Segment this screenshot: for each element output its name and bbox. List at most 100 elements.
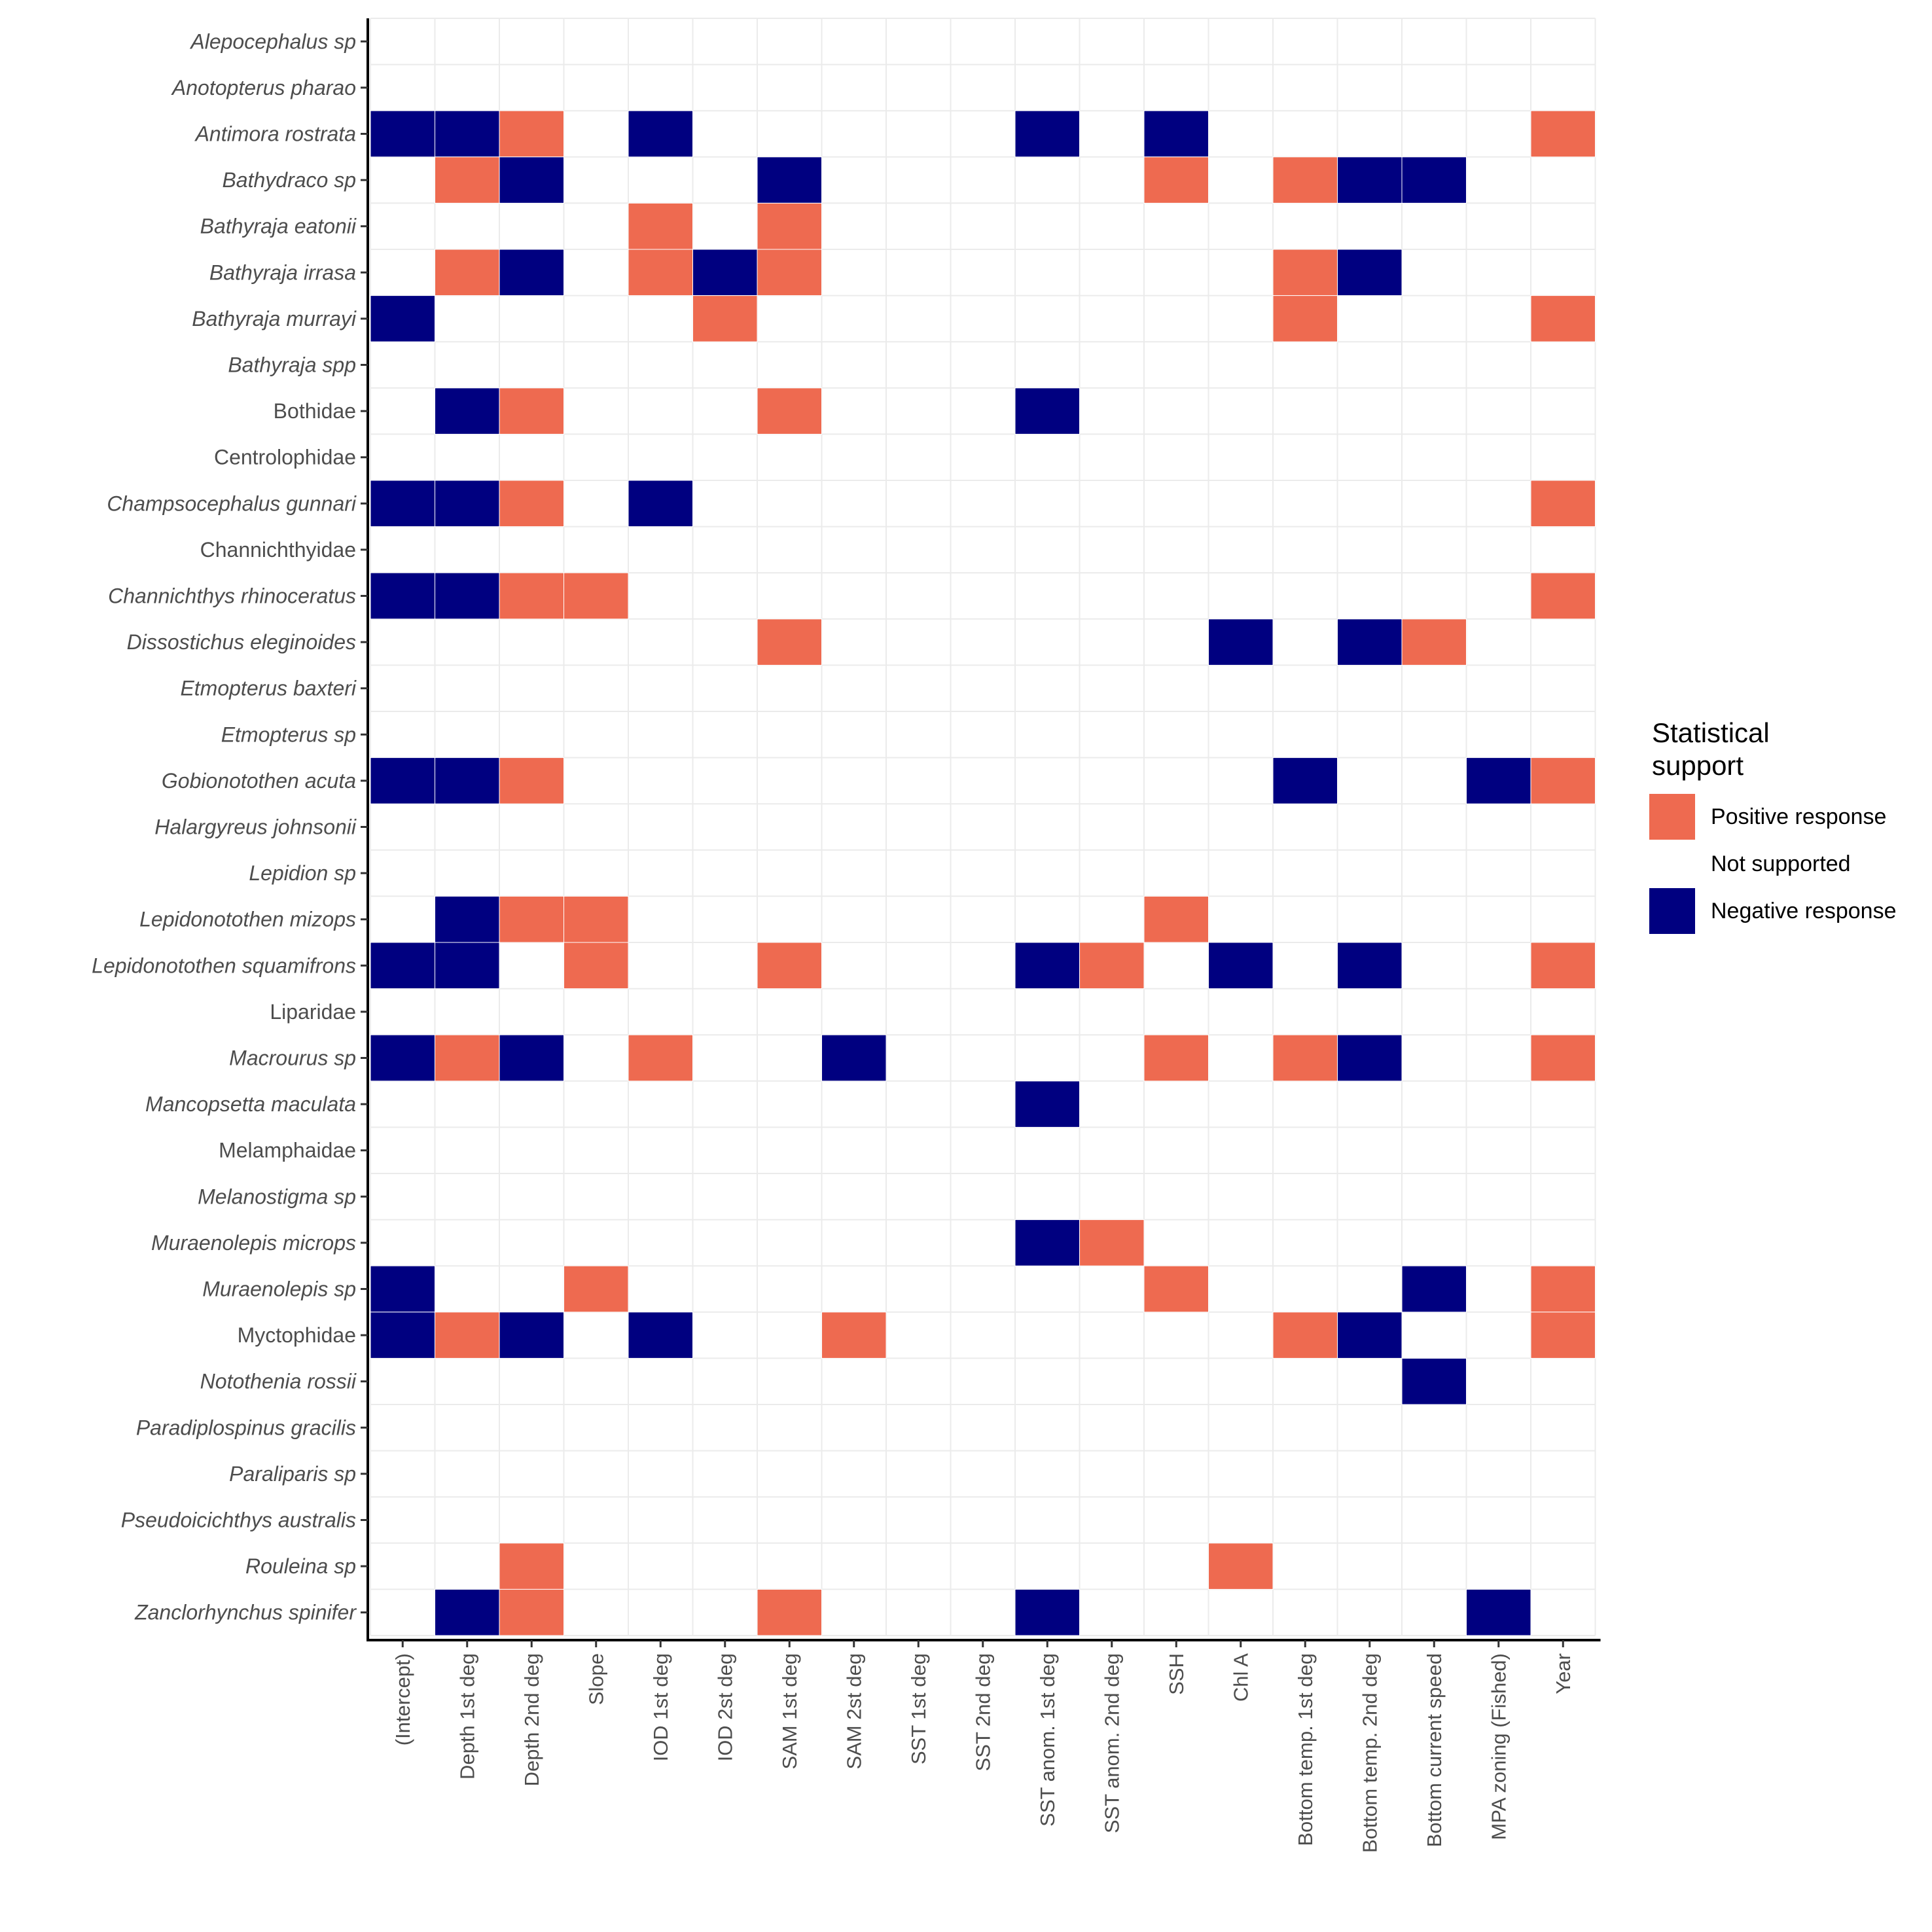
y-tick-label: Notothenia rossii — [200, 1370, 357, 1393]
heatmap-cell-negative — [370, 480, 435, 528]
y-tick-label: Anotopterus pharao — [171, 76, 356, 99]
heatmap-cell-negative — [435, 572, 500, 620]
heatmap-cell-negative — [1401, 1357, 1467, 1405]
heatmap-cell-negative — [370, 1034, 435, 1082]
y-tick-label: Lepidion sp — [249, 861, 356, 885]
heatmap-cell-positive — [1530, 757, 1596, 804]
heatmap-cell-positive — [435, 156, 500, 204]
legend-label: Not supported — [1711, 851, 1851, 876]
y-tick-label: Gobionotothen acuta — [162, 769, 356, 793]
heatmap-cell-negative — [435, 895, 500, 943]
x-tick-label: MPA zoning (Fished) — [1487, 1653, 1510, 1840]
heatmap-cell-positive — [564, 1265, 629, 1313]
heatmap-cell-negative — [435, 480, 500, 528]
legend-key — [1649, 841, 1695, 887]
y-tick-label: Muraenolepis sp — [202, 1278, 356, 1301]
heatmap-cell-positive — [757, 618, 822, 666]
y-tick-label: Bathyraja spp — [228, 353, 356, 377]
heatmap-cell-positive — [499, 757, 564, 804]
y-tick-label: Halargyreus johnsonii — [154, 815, 357, 839]
heatmap-cell-negative — [1014, 387, 1080, 435]
legend-label: Positive response — [1711, 804, 1886, 829]
y-tick-label: Bathyraja murrayi — [192, 307, 357, 331]
heatmap-cell-negative — [1014, 1081, 1080, 1128]
heatmap-cell-negative — [1014, 1219, 1080, 1266]
legend-key — [1649, 794, 1695, 840]
heatmap-cell-negative — [1337, 249, 1403, 296]
x-tick-label: Depth 2nd deg — [520, 1653, 543, 1786]
heatmap-cell-positive — [692, 295, 758, 342]
heatmap-cell-positive — [499, 572, 564, 620]
heatmap-cell-positive — [1272, 1034, 1338, 1082]
heatmap-cell-positive — [564, 942, 629, 990]
heatmap-cell-negative — [370, 1312, 435, 1359]
y-tick-label: Antimora rostrata — [194, 122, 356, 146]
heatmap-cell-positive — [1272, 156, 1338, 204]
y-tick-label: Etmopterus sp — [221, 723, 356, 746]
y-tick-label: Melanostigma sp — [198, 1185, 356, 1208]
heatmap-cell-positive — [1272, 249, 1338, 296]
y-tick-label: Rouleina sp — [245, 1554, 356, 1578]
heatmap-cell-negative — [1337, 942, 1403, 990]
x-tick-label: SST anom. 1st deg — [1036, 1653, 1059, 1827]
heatmap-cell-negative — [1208, 618, 1274, 666]
heatmap-cell-negative — [499, 1034, 564, 1082]
heatmap-cell-positive — [1401, 618, 1467, 666]
heatmap-cell-negative — [1143, 110, 1209, 158]
y-tick-label: Macrourus sp — [229, 1046, 356, 1070]
heatmap-cell-negative — [692, 249, 758, 296]
y-tick-label: Pseudoicichthys australis — [121, 1509, 356, 1532]
y-tick-label: Mancopsetta maculata — [145, 1092, 356, 1116]
heatmap-cell-positive — [1143, 895, 1209, 943]
heatmap-cell-negative — [370, 942, 435, 990]
heatmap-cell-positive — [1143, 1034, 1209, 1082]
x-tick-label: Chl A — [1229, 1653, 1252, 1702]
y-tick-label: Channichthyidae — [200, 538, 356, 562]
legend-key — [1649, 888, 1695, 934]
x-tick-labels: (Intercept) Depth 1st deg Depth 2nd deg Slo… — [391, 1653, 1575, 1853]
y-tick-label: Alepocephalus sp — [189, 29, 356, 53]
legend: Statistical support Positive response Not … — [1649, 717, 1897, 934]
heatmap-cell-negative — [1337, 618, 1403, 666]
heatmap-cell-positive — [757, 942, 822, 990]
heatmap-cell-negative — [1208, 942, 1274, 990]
heatmap-cell-negative — [1272, 757, 1338, 804]
heatmap-cell-negative — [435, 757, 500, 804]
y-tick-label: Dissostichus eleginoides — [127, 630, 356, 654]
heatmap-cell-negative — [1337, 156, 1403, 204]
heatmap-cell-positive — [628, 1034, 693, 1082]
heatmap-cell-negative — [370, 757, 435, 804]
heatmap-cell-positive — [564, 895, 629, 943]
heatmap-cell-positive — [821, 1312, 887, 1359]
y-tick-label: Bothidae — [274, 399, 356, 423]
y-tick-label: Lepidonotothen squamifrons — [92, 954, 356, 977]
heatmap-cell-positive — [1079, 942, 1145, 990]
y-tick-label: Zanclorhynchus spinifer — [134, 1601, 357, 1624]
heatmap-cell-negative — [499, 1312, 564, 1359]
heatmap-cells — [370, 110, 1596, 1636]
heatmap-cell-negative — [1466, 757, 1531, 804]
heatmap-cell-negative — [435, 1588, 500, 1636]
axes — [361, 18, 1601, 1647]
heatmap-cell-negative — [435, 110, 500, 158]
heatmap-cell-positive — [435, 1312, 500, 1359]
heatmap-cell-negative — [1014, 942, 1080, 990]
heatmap-cell-negative — [435, 942, 500, 990]
heatmap-cell-positive — [499, 1588, 564, 1636]
y-tick-label: Lepidonotothen mizops — [139, 908, 356, 931]
y-tick-label: Paraliparis sp — [229, 1462, 356, 1486]
heatmap-cell-negative — [628, 480, 693, 528]
x-tick-label: SAM 2st deg — [842, 1653, 865, 1769]
heatmap-cell-positive — [757, 387, 822, 435]
heatmap-cell-negative — [499, 156, 564, 204]
y-tick-label: Champsocephalus gunnari — [107, 492, 357, 515]
y-tick-label: Melamphaidae — [219, 1139, 356, 1162]
heatmap-cell-negative — [628, 1312, 693, 1359]
heatmap-cell-positive — [1530, 942, 1596, 990]
heatmap-cell-positive — [435, 249, 500, 296]
heatmap-cell-positive — [1530, 1265, 1596, 1313]
heatmap-cell-positive — [1530, 480, 1596, 528]
x-tick-label: Bottom temp. 2nd deg — [1358, 1653, 1381, 1853]
